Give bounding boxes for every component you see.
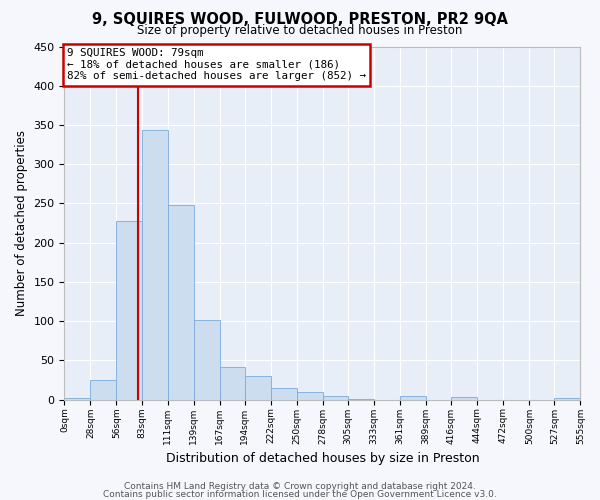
Bar [167, 205, 194, 400]
Bar [323, 396, 348, 400]
Bar [451, 398, 477, 400]
Text: 9, SQUIRES WOOD, FULWOOD, PRESTON, PR2 9QA: 9, SQUIRES WOOD, FULWOOD, PRESTON, PR2 9… [92, 12, 508, 28]
Text: Contains HM Land Registry data © Crown copyright and database right 2024.: Contains HM Land Registry data © Crown c… [124, 482, 476, 491]
Y-axis label: Number of detached properties: Number of detached properties [15, 130, 28, 316]
X-axis label: Distribution of detached houses by size in Preston: Distribution of detached houses by size … [166, 452, 479, 465]
Bar [116, 220, 142, 400]
Bar [348, 399, 374, 400]
Bar [142, 130, 167, 400]
Bar [220, 368, 245, 400]
Text: Size of property relative to detached houses in Preston: Size of property relative to detached ho… [137, 24, 463, 37]
Text: Contains public sector information licensed under the Open Government Licence v3: Contains public sector information licen… [103, 490, 497, 499]
Bar [271, 388, 297, 400]
Bar [91, 380, 116, 400]
Bar [400, 396, 426, 400]
Bar [245, 376, 271, 400]
Bar [194, 320, 220, 400]
Bar [64, 398, 91, 400]
Bar [554, 398, 580, 400]
Text: 9 SQUIRES WOOD: 79sqm
← 18% of detached houses are smaller (186)
82% of semi-det: 9 SQUIRES WOOD: 79sqm ← 18% of detached … [67, 48, 366, 82]
Bar [297, 392, 323, 400]
